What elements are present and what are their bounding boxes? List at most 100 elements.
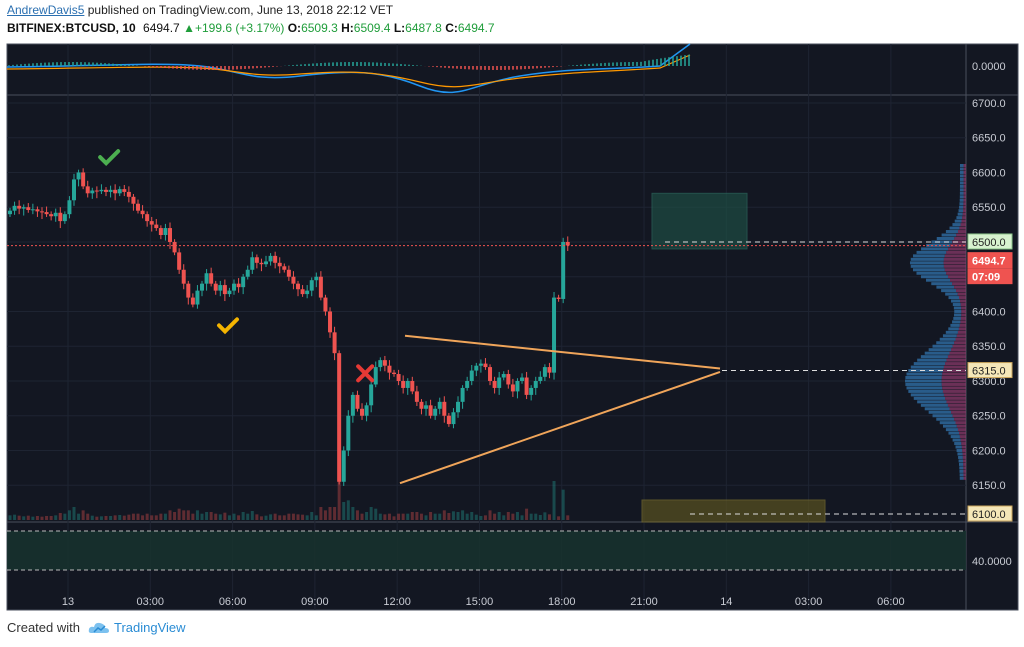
candle-down [328,311,333,333]
candle-down [506,374,511,385]
candle-up [30,209,35,211]
volume-bar [543,512,547,520]
candle-up [108,189,113,192]
profile-bar-up [931,240,953,244]
profile-bar-down [951,410,966,414]
profile-bar-down [952,414,966,418]
volume-bar [378,513,382,520]
volume-bar [278,515,282,520]
chart-background [7,44,966,610]
profile-bar-down [943,264,966,268]
tradingview-cloud-icon [88,622,109,633]
candle-up [204,273,209,284]
volume-bar [177,508,181,520]
profile-bar-up [906,386,943,390]
profile-bar-up [948,431,959,435]
volume-bar [529,513,533,520]
profile-bar-down [946,400,966,404]
price-label-text: 6500.0 [972,237,1006,249]
volume-bar [383,514,387,520]
candle-up [309,280,314,291]
volume-bar [259,516,263,520]
candle-down [323,297,328,312]
time-tick-label: 12:00 [383,596,411,608]
profile-bar-down [952,240,966,244]
profile-bar-down [943,393,966,397]
candle-down [488,367,493,381]
volume-bar [374,508,378,520]
profile-bar-up [910,264,944,268]
volume-bar [328,507,332,520]
candle-up [501,374,506,378]
profile-bar-up [948,327,959,331]
profile-bar-up [959,195,964,199]
candle-up [529,387,534,395]
volume-bar [17,515,21,520]
volume-bar [99,516,103,520]
volume-bar [86,513,90,520]
profile-bar-down [963,184,966,188]
price-tick-label: 6300.0 [972,376,1006,388]
profile-bar-up [959,466,964,470]
volume-bar [287,513,291,520]
profile-bar-down [961,442,966,446]
profile-bar-up [959,205,964,209]
volume-bar [314,515,318,520]
volume-bar [186,510,190,520]
price-tick-label: 6200.0 [972,445,1006,457]
profile-bar-down [960,438,966,442]
candle-up [369,384,374,406]
candle-down [446,415,451,425]
volume-bar [131,513,135,520]
volume-bar [209,512,213,520]
profile-bar-down [950,243,966,247]
volume-bar [136,513,140,520]
candle-up [241,276,246,288]
volume-bar [191,513,195,520]
candle-down [401,380,406,388]
macd-axis-label: 0.0000 [972,61,1006,73]
profile-bar-down [961,306,966,310]
candle-down [556,297,561,299]
cross-icon [356,364,375,383]
candle-down [414,391,419,402]
volume-bar [538,515,542,520]
candle-down [113,189,118,194]
volume-bar [552,481,556,520]
volume-bar [511,513,515,520]
volume-bar [13,514,17,520]
profile-bar-up [926,278,951,282]
volume-bar [506,512,510,520]
profile-bar-down [957,330,966,334]
profile-bar-up [913,362,946,366]
volume-bar [45,516,49,520]
candle-down [360,408,365,416]
tradingview-link[interactable]: TradingView [113,620,186,635]
volume-bar [223,512,227,520]
profile-bar-up [958,462,964,466]
profile-bar-up [905,382,942,386]
profile-bar-down [944,254,966,258]
price-label-box [967,233,1013,250]
profile-bar-up [942,424,957,428]
volume-bar [415,512,419,520]
author-link[interactable]: AndrewDavis5 [7,3,85,17]
candle-down [104,189,109,192]
profile-bar-down [944,268,966,272]
profile-bar-up [936,285,955,289]
profile-bar-down [947,355,966,359]
price-tick-label: 6350.0 [972,341,1006,353]
candle-down [149,221,154,225]
candle-down [145,214,150,222]
price-label-text: 6315.0 [972,366,1006,378]
candle-down [296,283,301,290]
candle-up [474,365,479,371]
candle-up [520,377,525,381]
profile-bar-down [961,219,966,223]
volume-bar [127,514,131,520]
profile-bar-down [957,428,966,432]
candle-up [195,290,200,305]
profile-bar-down [959,296,966,300]
candle-up [62,214,67,222]
